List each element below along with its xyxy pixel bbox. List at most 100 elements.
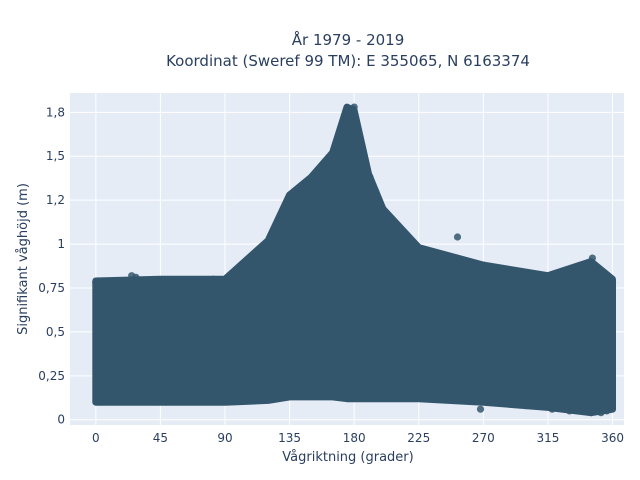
data-points: [92, 103, 617, 417]
data-point: [166, 286, 175, 294]
data-point: [270, 244, 278, 252]
x-tick-label: 315: [536, 431, 559, 445]
data-point: [468, 272, 476, 280]
data-point: [242, 268, 251, 276]
data-point: [307, 184, 315, 192]
data-point: [323, 180, 331, 188]
data-point: [573, 272, 581, 280]
data-point: [95, 277, 103, 285]
point-density-region: [92, 103, 616, 417]
data-point: [354, 149, 363, 157]
x-tick-labels: 0 45 90 135 180 225 270 315 360: [92, 431, 624, 445]
data-point: [363, 166, 371, 174]
data-point: [118, 286, 126, 294]
data-point: [178, 277, 186, 285]
data-point: [331, 177, 340, 185]
chart-title-line-2: Koordinat (Sweref 99 TM): E 355065, N 61…: [166, 52, 530, 70]
data-point: [379, 205, 387, 213]
y-tick-label: 0,5: [46, 325, 65, 339]
x-tick-label: 180: [343, 431, 366, 445]
y-tick-label: 1,8: [46, 105, 65, 119]
point-cloud: [92, 103, 616, 417]
data-point: [393, 237, 401, 245]
y-tick-label: 0,25: [38, 369, 65, 383]
data-point: [350, 103, 358, 111]
data-point: [199, 279, 208, 287]
x-tick-label: 270: [472, 431, 495, 445]
data-point: [565, 275, 574, 283]
y-axis-title: Signifikant våghöjd (m): [16, 183, 31, 335]
data-point: [531, 275, 539, 283]
data-point: [505, 268, 513, 276]
y-tick-label: 0: [57, 413, 65, 427]
y-tick-label: 1: [57, 237, 65, 251]
y-tick-label: 1,2: [46, 193, 65, 207]
data-point: [342, 156, 350, 164]
data-point: [565, 407, 574, 415]
data-point: [366, 173, 374, 181]
data-point: [346, 136, 354, 144]
data-point: [479, 261, 487, 269]
data-point: [548, 405, 556, 413]
data-point: [253, 254, 261, 262]
data-point: [142, 286, 150, 294]
y-tick-label: 0,75: [38, 281, 65, 295]
data-point: [132, 273, 140, 281]
data-point: [105, 282, 113, 290]
data-point: [287, 219, 295, 227]
x-axis-title: Vågriktning (grader): [282, 450, 413, 465]
data-point: [474, 268, 482, 276]
data-point: [301, 198, 309, 206]
data-point: [336, 163, 344, 171]
data-point: [548, 279, 556, 287]
data-point: [281, 229, 289, 238]
data-point: [439, 265, 447, 273]
data-point: [209, 275, 218, 283]
data-point: [319, 187, 327, 195]
data-point: [99, 293, 107, 301]
data-point: [488, 272, 496, 280]
data-point: [416, 258, 424, 266]
data-point: [112, 289, 120, 297]
data-point: [522, 402, 531, 410]
data-point: [399, 244, 407, 252]
data-point: [462, 268, 470, 276]
data-point: [557, 272, 565, 280]
data-point: [405, 247, 413, 255]
y-tick-labels: 0 0,25 0,5 0,75 1 1,2 1,5 1,8: [38, 105, 65, 426]
data-point: [422, 265, 430, 273]
data-point: [189, 284, 197, 292]
data-point: [155, 280, 163, 289]
data-point: [383, 215, 391, 224]
data-point: [235, 272, 243, 280]
data-point: [591, 407, 599, 415]
data-point: [372, 187, 380, 195]
x-tick-label: 0: [92, 431, 100, 445]
data-point: [313, 194, 321, 202]
data-point: [476, 405, 485, 413]
data-point: [352, 131, 360, 139]
x-tick-label: 225: [407, 431, 430, 445]
data-point: [453, 233, 462, 241]
x-tick-label: 135: [278, 431, 301, 445]
x-tick-label: 90: [217, 431, 232, 445]
data-point: [540, 286, 548, 294]
data-point: [410, 251, 419, 259]
data-point: [275, 238, 284, 246]
data-point: [588, 254, 597, 262]
data-point: [497, 265, 505, 273]
data-point: [218, 286, 226, 294]
data-point: [357, 156, 365, 164]
data-point: [580, 407, 588, 415]
data-point: [297, 205, 305, 213]
data-point: [608, 279, 617, 287]
data-point: [522, 275, 531, 283]
data-point: [353, 142, 361, 150]
x-tick-label: 360: [601, 431, 624, 445]
data-point: [607, 402, 615, 410]
data-point: [430, 268, 439, 276]
data-point: [123, 282, 131, 290]
data-point: [603, 407, 611, 415]
data-point: [448, 261, 456, 269]
